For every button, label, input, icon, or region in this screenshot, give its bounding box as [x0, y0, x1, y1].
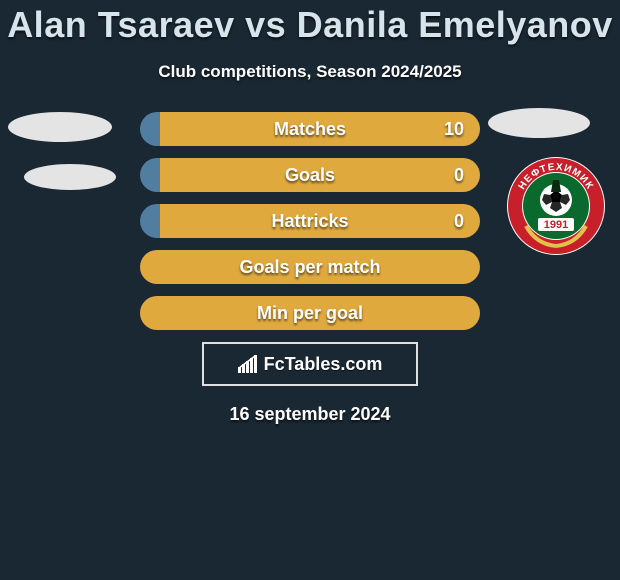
club-badge-icon: НЕФТЕХИМИК 1991	[506, 156, 606, 256]
stat-label: Matches	[140, 112, 480, 146]
placeholder-oval-right-1	[488, 108, 590, 138]
bars-icon	[238, 355, 260, 373]
stat-label: Goals per match	[140, 250, 480, 284]
stat-row: Goals0	[140, 158, 480, 192]
club-badge-neftekhimik: НЕФТЕХИМИК 1991	[506, 156, 606, 256]
watermark-box: FcTables.com	[202, 342, 418, 386]
stat-row: Min per goal	[140, 296, 480, 330]
placeholder-oval-left-2	[24, 164, 116, 190]
date-line: 16 september 2024	[0, 404, 620, 425]
stat-label: Goals	[140, 158, 480, 192]
stat-row: Matches10	[140, 112, 480, 146]
stat-row: Hattricks0	[140, 204, 480, 238]
stat-label: Min per goal	[140, 296, 480, 330]
subtitle: Club competitions, Season 2024/2025	[0, 62, 620, 82]
stat-row: Goals per match	[140, 250, 480, 284]
watermark-label: FcTables.com	[264, 354, 383, 375]
placeholder-oval-left-1	[8, 112, 112, 142]
badge-year: 1991	[544, 219, 568, 231]
stat-value-right: 0	[454, 204, 464, 238]
stat-label: Hattricks	[140, 204, 480, 238]
watermark: FcTables.com	[238, 354, 383, 375]
stats-area: НЕФТЕХИМИК 1991 Matches10Goals0Hattricks…	[0, 112, 620, 425]
stat-value-right: 10	[444, 112, 464, 146]
stat-value-right: 0	[454, 158, 464, 192]
page-title: Alan Tsaraev vs Danila Emelyanov	[0, 0, 620, 46]
